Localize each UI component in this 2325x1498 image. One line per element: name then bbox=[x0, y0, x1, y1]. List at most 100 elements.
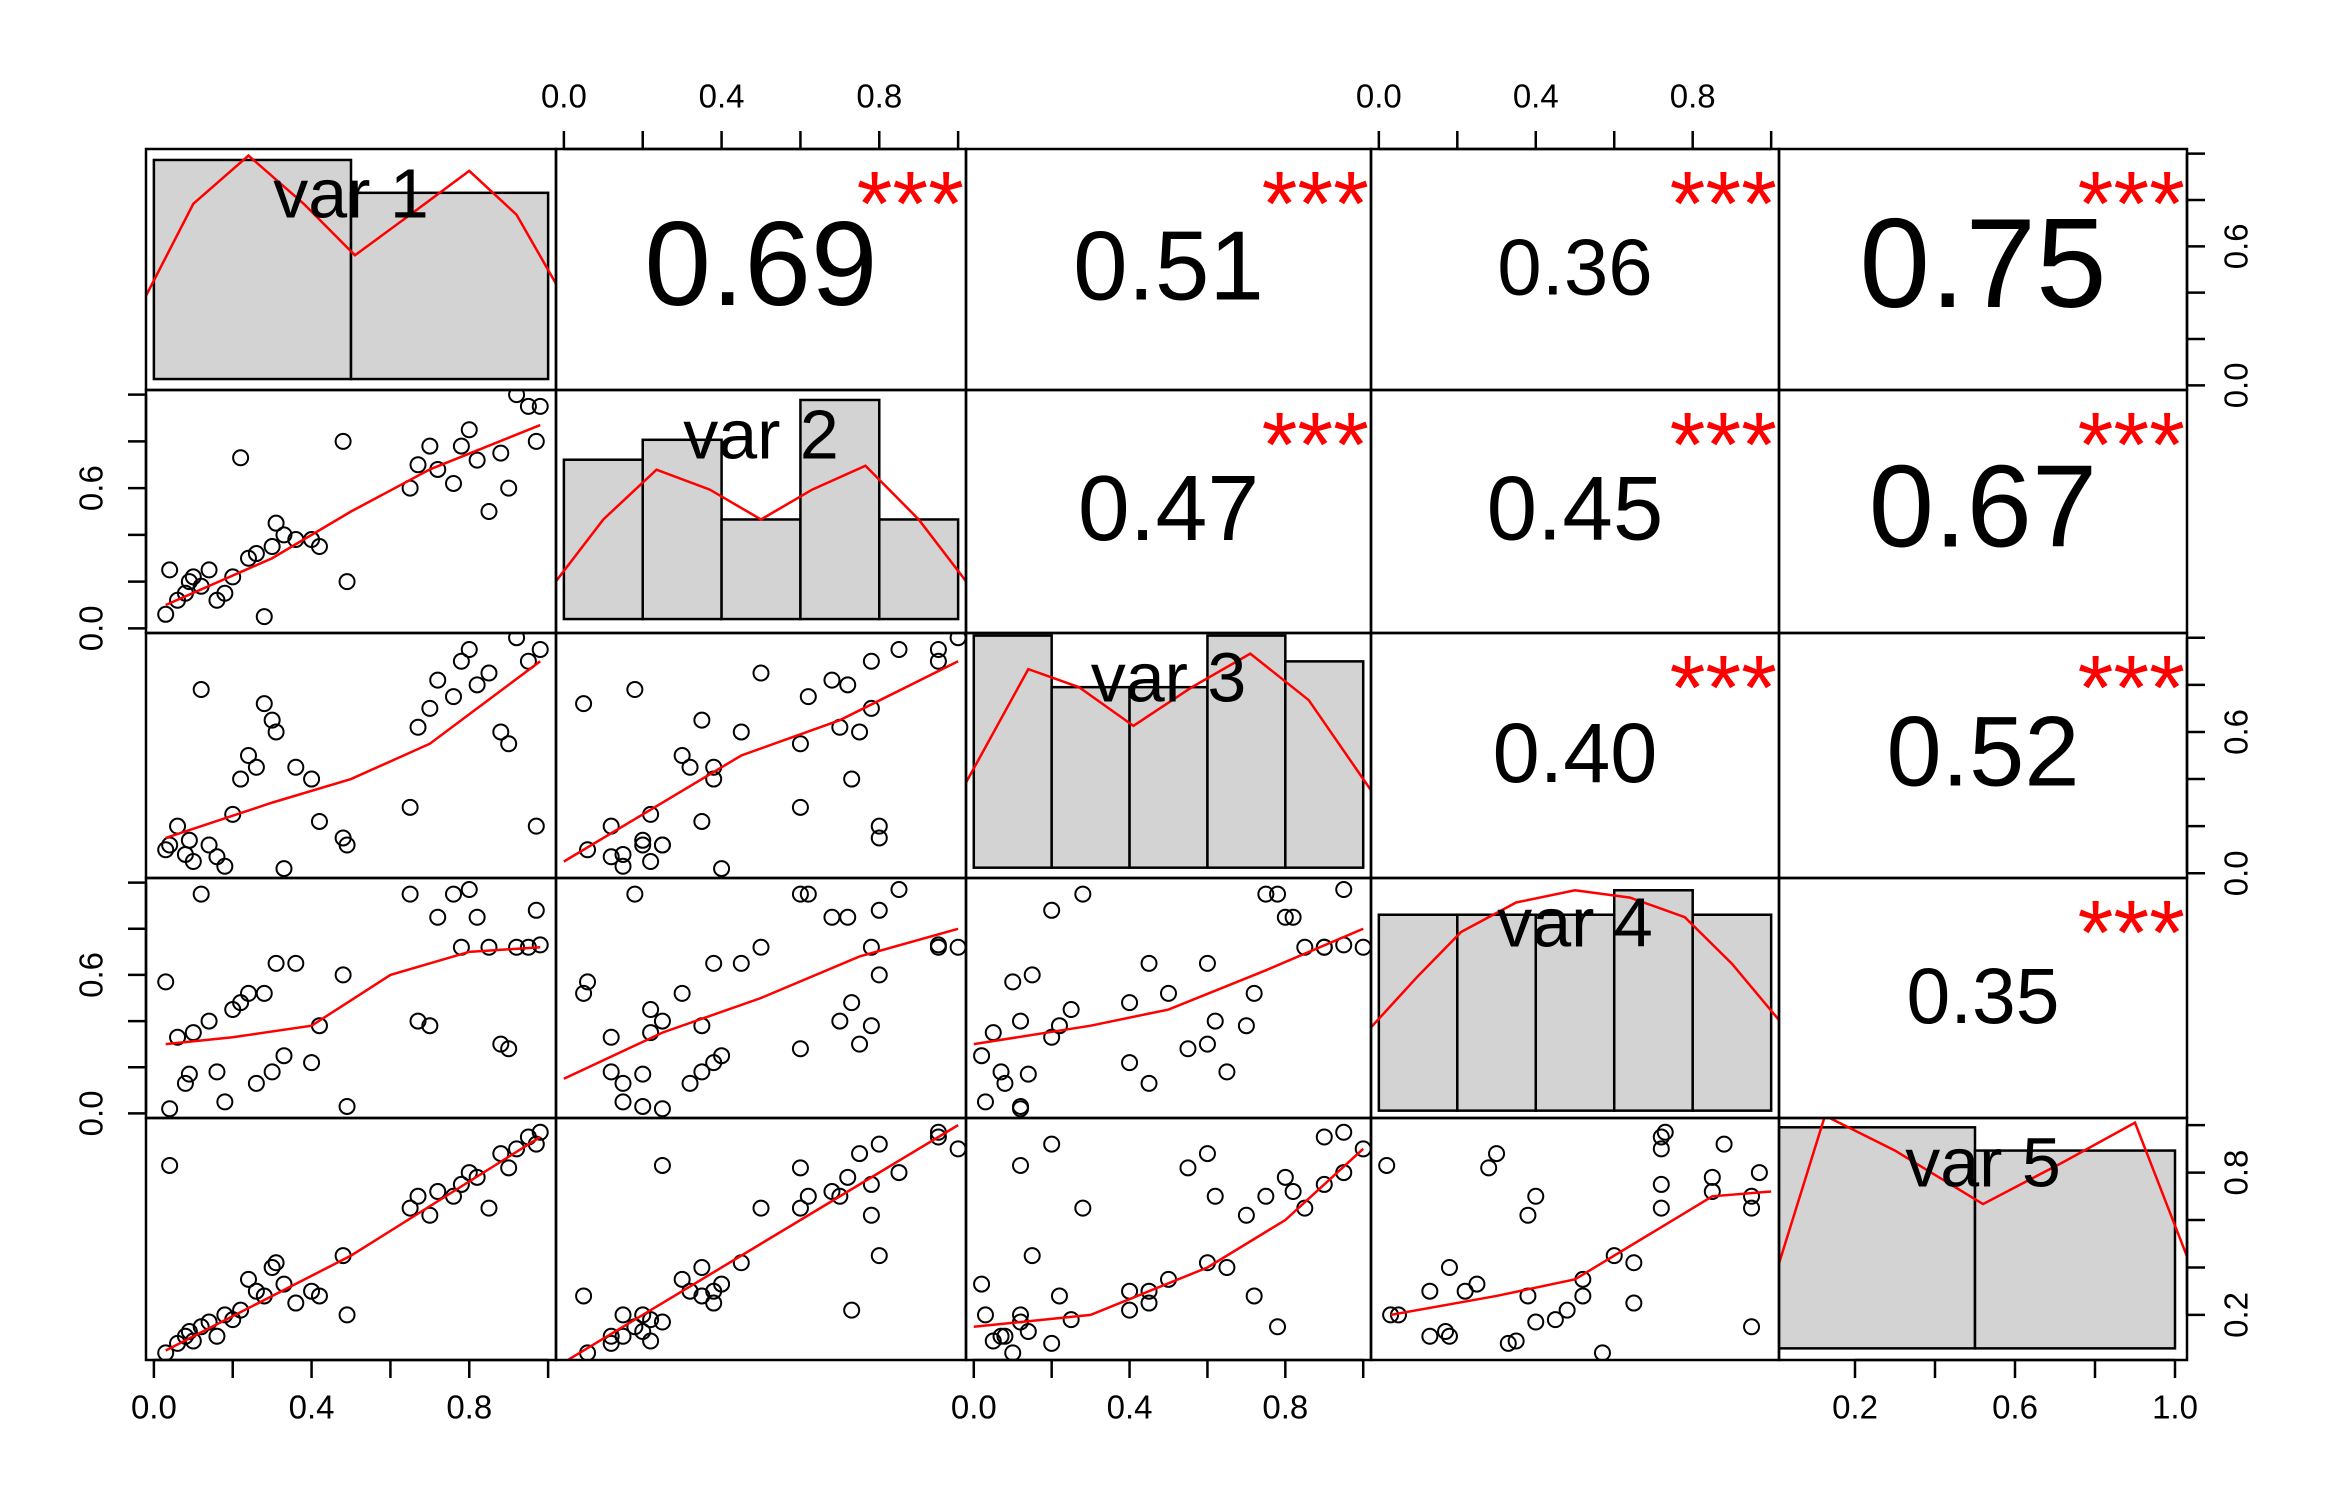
scatter-point bbox=[192, 885, 210, 903]
smooth-line bbox=[563, 927, 959, 1080]
scatter-point bbox=[929, 652, 947, 670]
tick-label: 0.8 bbox=[856, 78, 902, 115]
scatter-point bbox=[1237, 1017, 1255, 1035]
scatter-point bbox=[642, 853, 660, 871]
scatter-point bbox=[334, 966, 352, 984]
scatter-point bbox=[1593, 1344, 1611, 1360]
scatter-point bbox=[1012, 1012, 1030, 1030]
scatter-point bbox=[480, 1199, 498, 1217]
scatter-point bbox=[1179, 1040, 1197, 1058]
scatter-point bbox=[1421, 1282, 1439, 1300]
scatter-point bbox=[602, 1327, 620, 1345]
tick-label: 0.0 bbox=[541, 78, 587, 115]
scatter-point bbox=[614, 1306, 632, 1324]
scatter-point bbox=[890, 640, 908, 658]
scatter-point bbox=[870, 901, 888, 919]
scatter-point bbox=[161, 1100, 179, 1118]
density-curve bbox=[1779, 1118, 2187, 1264]
scatter-point bbox=[169, 1028, 187, 1046]
scatter-point bbox=[862, 1017, 880, 1035]
smooth-line bbox=[165, 945, 541, 1046]
correlation-value: 0.47 bbox=[1078, 456, 1259, 560]
scatter-point bbox=[527, 817, 545, 835]
scatter-point bbox=[973, 1047, 991, 1065]
scatter-point bbox=[851, 1145, 869, 1163]
significance-stars: *** bbox=[2078, 153, 2185, 255]
scatter-point bbox=[653, 1313, 671, 1331]
scatter-point bbox=[673, 984, 691, 1002]
panel-border bbox=[1369, 1116, 1781, 1362]
panel bbox=[1378, 1123, 1772, 1360]
density-curve bbox=[966, 652, 1371, 792]
significance-stars: *** bbox=[1262, 394, 1369, 496]
variable-name: var 5 bbox=[1905, 1123, 2061, 1201]
scatter-point bbox=[973, 1275, 991, 1293]
panel-border bbox=[144, 631, 558, 880]
scatter-point bbox=[681, 758, 699, 776]
significance-stars: *** bbox=[857, 153, 964, 255]
scatter-point bbox=[208, 1063, 226, 1081]
tick-label: 0.8 bbox=[2218, 1150, 2255, 1196]
scatter-point bbox=[862, 938, 880, 956]
scatter-point bbox=[634, 836, 652, 854]
scatter-point bbox=[224, 568, 242, 586]
scatter-point bbox=[1284, 908, 1302, 926]
scatter-point bbox=[1750, 1164, 1768, 1182]
scatter-point bbox=[653, 1100, 671, 1118]
scatter-point bbox=[1237, 1206, 1255, 1224]
scatter-point bbox=[575, 1287, 593, 1305]
panel bbox=[157, 390, 549, 626]
scatter-point bbox=[693, 1258, 711, 1276]
scatter-point bbox=[614, 1074, 632, 1092]
tick-label: 1.0 bbox=[2152, 1389, 2198, 1426]
scatter-point bbox=[267, 514, 285, 532]
scatter-point bbox=[500, 1040, 518, 1058]
panel bbox=[565, 1123, 966, 1360]
significance-stars: *** bbox=[1670, 394, 1777, 496]
scatter-point bbox=[232, 1301, 250, 1319]
scatter-point bbox=[843, 770, 861, 788]
scatter-point bbox=[303, 1054, 321, 1072]
significance-stars: *** bbox=[2078, 637, 2185, 739]
histogram-bar bbox=[878, 518, 960, 621]
scatter-point bbox=[673, 1270, 691, 1288]
scatter-point bbox=[1140, 1294, 1158, 1312]
scatter-point bbox=[602, 1028, 620, 1046]
correlation-value: 0.35 bbox=[1906, 952, 2059, 1040]
scatter-point bbox=[1625, 1294, 1643, 1312]
scatter-point bbox=[1527, 1187, 1545, 1205]
scatter-point bbox=[1245, 984, 1263, 1002]
scatter-point bbox=[752, 664, 770, 682]
scatter-point bbox=[1218, 1258, 1236, 1276]
scatter-point bbox=[602, 848, 620, 866]
scatter-point bbox=[1245, 1287, 1263, 1305]
scatter-point bbox=[531, 936, 549, 954]
tick-label: 0.4 bbox=[289, 1389, 335, 1426]
scatter-point bbox=[1652, 1128, 1670, 1146]
scatter-point bbox=[1625, 1254, 1643, 1272]
scatter-point bbox=[247, 758, 265, 776]
scatter-point bbox=[508, 1140, 526, 1158]
histogram-bar bbox=[1128, 685, 1209, 869]
scatter-point bbox=[870, 966, 888, 984]
panel bbox=[973, 1123, 1371, 1360]
scatter-point bbox=[634, 1306, 652, 1324]
correlation-value: 0.69 bbox=[644, 198, 877, 331]
scatter-point bbox=[1257, 1187, 1275, 1205]
scatter-point bbox=[653, 836, 671, 854]
scatter-point bbox=[200, 836, 218, 854]
scatter-point bbox=[409, 1187, 427, 1205]
tick-label: 0.8 bbox=[446, 1389, 492, 1426]
scatter-point bbox=[287, 954, 305, 972]
scatter-point bbox=[500, 735, 518, 753]
scatter-point bbox=[240, 984, 257, 1002]
scatter-point bbox=[180, 831, 198, 849]
scatter-point bbox=[1440, 1258, 1458, 1276]
scatter-point bbox=[255, 695, 273, 713]
tick-label: 0.0 bbox=[73, 605, 110, 651]
scatter-point bbox=[275, 1275, 293, 1293]
panel: var 4 bbox=[1371, 883, 1779, 1112]
panel bbox=[157, 633, 549, 878]
scatter-point bbox=[1652, 1140, 1670, 1158]
